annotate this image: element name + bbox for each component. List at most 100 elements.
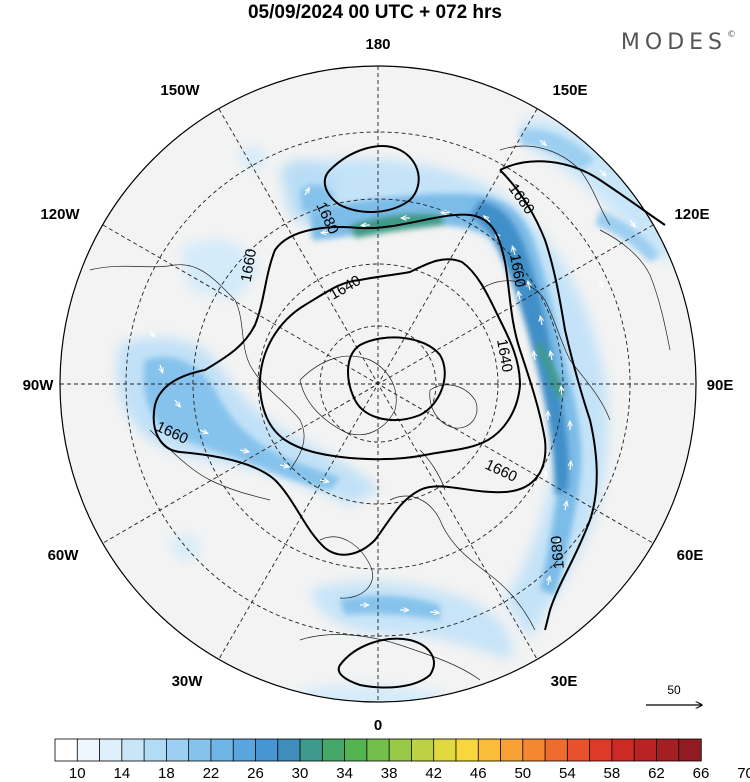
wind-arrow	[174, 399, 180, 407]
lon-label-60w: 60W	[48, 547, 80, 564]
wind-arrow	[534, 351, 535, 361]
colorbar-swatch	[388, 738, 413, 762]
colorbar-tick-label: 26	[247, 765, 264, 782]
colorbar-swatch	[165, 738, 190, 762]
wind-shading	[116, 118, 690, 702]
wind-arrow	[279, 465, 289, 467]
contour-label: 1660	[506, 253, 529, 289]
colorbar-swatch	[477, 738, 502, 762]
colorbar-tick-label: 46	[470, 765, 487, 782]
wind-arrow	[548, 576, 550, 586]
colorbar-labels: 10 14 18 22 26 30 34 38 42 46 50 54 58 62 66 70	[69, 765, 750, 782]
colorbar-swatch	[589, 738, 613, 762]
contour-label: 1680	[548, 535, 568, 570]
colorbar-swatch	[633, 738, 658, 762]
lon-label-180: 180	[365, 36, 390, 53]
wind-arrow	[561, 386, 562, 396]
colorbar-swatch	[656, 738, 680, 762]
colorbar-tick-label: 30	[292, 765, 309, 782]
wind-arrow	[629, 219, 635, 227]
lon-label-0: 0	[374, 717, 382, 734]
wind-arrow	[565, 501, 567, 511]
wind-arrow	[528, 281, 530, 291]
colorbar-swatch	[277, 738, 301, 762]
colorbar-swatch	[76, 738, 101, 762]
colorbar	[54, 738, 702, 762]
wind-arrow	[550, 351, 552, 361]
lon-label-30e: 30E	[551, 673, 578, 690]
colorbar-tick-label: 38	[381, 765, 398, 782]
contour-1680-east	[499, 160, 666, 631]
graticule	[60, 66, 696, 702]
reference-vector: 50	[646, 683, 702, 705]
wind-arrow	[545, 471, 546, 481]
wind-arrow	[239, 450, 249, 452]
wind-arrow	[539, 139, 546, 145]
contour-label: 1660	[238, 247, 261, 283]
brand-mark: ©	[727, 30, 736, 40]
lon-label-120w: 120W	[40, 206, 80, 223]
wind-arrow	[441, 212, 451, 213]
colorbar-swatch	[121, 738, 145, 762]
contour-1660	[152, 213, 547, 556]
modes-logo: MODES©	[621, 30, 736, 55]
colorbar-swatch	[366, 738, 390, 762]
colorbar-tick-label: 70	[737, 765, 750, 782]
wind-arrow	[150, 329, 155, 337]
colorbar-swatch	[611, 738, 635, 762]
colorbar-swatch	[433, 738, 457, 762]
contour-polar-low	[347, 336, 446, 421]
wind-arrow	[305, 188, 310, 196]
lon-label-150w: 150W	[160, 82, 200, 99]
height-contours	[152, 145, 666, 689]
colorbar-swatch	[255, 738, 279, 762]
colorbar-tick-label: 42	[425, 765, 442, 782]
colorbar-tick-label: 14	[113, 765, 130, 782]
longitude-labels: 180 0 90W 90E 150W 120W 150E 120E 60W 30…	[23, 36, 734, 734]
contour-1640	[258, 258, 522, 461]
contour-1680-north	[323, 145, 420, 213]
lon-label-150e: 150E	[552, 82, 587, 99]
contour-label: 1640	[493, 338, 516, 374]
colorbar-tick-label: 34	[336, 765, 353, 782]
colorbar-swatch	[500, 738, 524, 762]
chart-title: 05/09/2024 00 UTC + 072 hrs	[247, 2, 503, 23]
colorbar-swatch	[232, 738, 257, 762]
lon-label-90e: 90E	[707, 377, 734, 394]
lon-label-30w: 30W	[172, 673, 204, 690]
colorbar-swatch	[544, 738, 569, 762]
wind-arrow	[557, 539, 559, 549]
wind-arrow	[160, 364, 163, 373]
wind-arrow	[512, 246, 515, 256]
colorbar-swatch	[210, 738, 234, 762]
colorbar-swatch	[54, 738, 78, 762]
colorbar-swatch	[678, 738, 702, 762]
reference-vector-label: 50	[667, 683, 681, 697]
colorbar-swatch	[99, 738, 123, 762]
wind-arrow	[429, 612, 439, 613]
colorbar-tick-label: 50	[514, 765, 531, 782]
wind-arrow	[321, 232, 331, 233]
colorbar-swatch	[455, 738, 479, 762]
wind-arrow	[599, 169, 606, 176]
wind-arrow	[319, 480, 329, 482]
colorbar-tick-label: 58	[604, 765, 621, 782]
colorbar-swatch	[188, 738, 212, 762]
colorbar-swatch	[344, 738, 368, 762]
colorbar-swatch	[566, 738, 591, 762]
colorbar-swatch	[143, 738, 168, 762]
colorbar-tick-label: 10	[69, 765, 86, 782]
colorbar-swatch	[299, 738, 324, 762]
colorbar-swatch	[321, 738, 346, 762]
colorbar-swatch	[411, 738, 435, 762]
brand-name: MODES	[620, 30, 727, 55]
contour-1680-south	[337, 637, 435, 689]
lon-label-90w: 90W	[23, 377, 55, 394]
wind-arrow	[518, 291, 520, 301]
wind-arrow	[600, 279, 603, 288]
colorbar-tick-label: 18	[158, 765, 175, 782]
colorbar-tick-label: 54	[559, 765, 576, 782]
wind-arrow	[484, 216, 491, 223]
wind-arrow	[570, 461, 571, 471]
